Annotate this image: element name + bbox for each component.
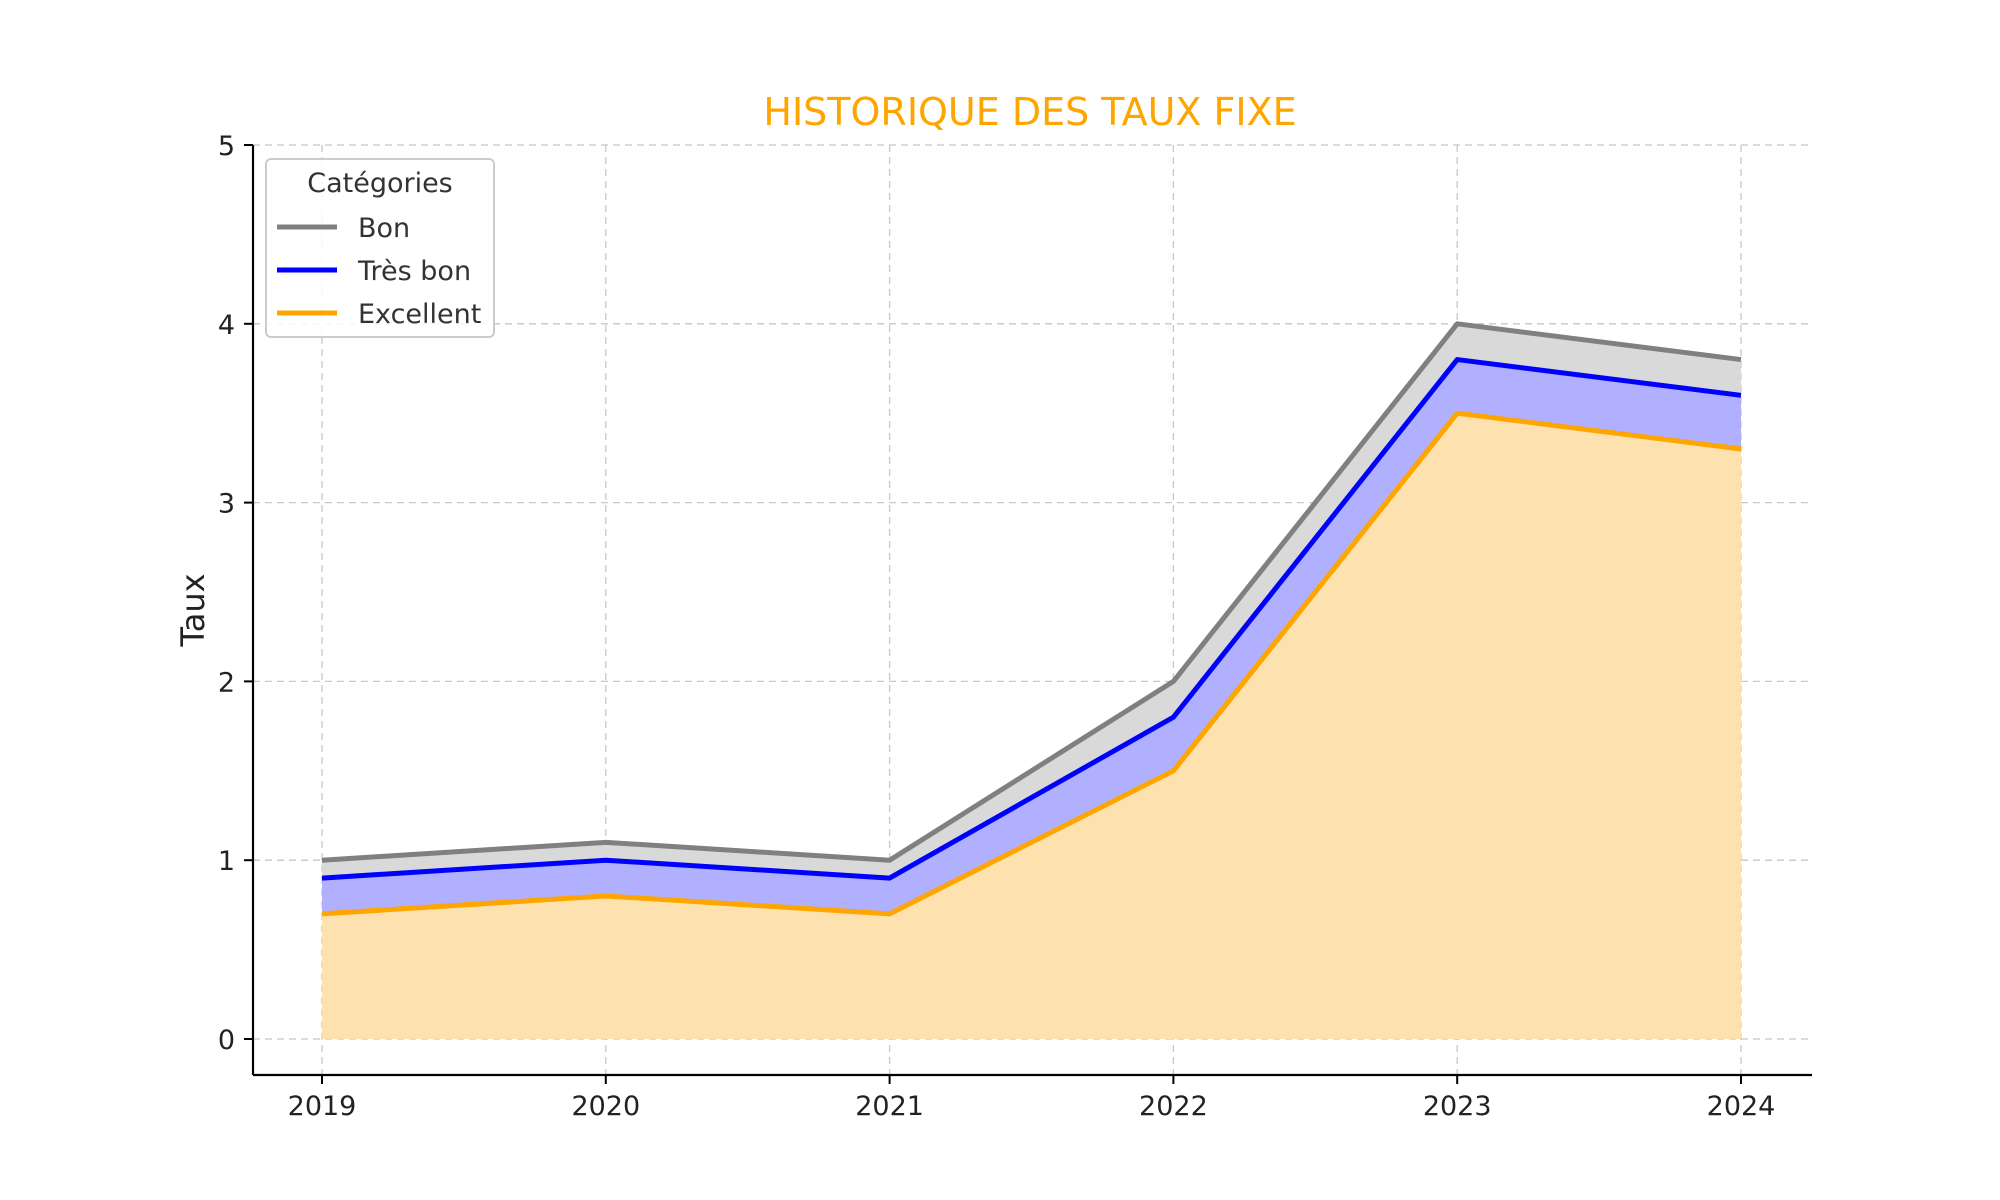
y-tick-label-5: 5: [218, 131, 235, 162]
line-bon: [321, 321, 1742, 863]
legend-label-très-bon: Très bon: [357, 256, 471, 287]
legend-box: [265, 158, 495, 338]
axes: 2019 2020 2021 2022 2023 2024 0 1 2 3 4 5: [218, 131, 1812, 1122]
series-areas: [322, 323, 1741, 1039]
legend: Catégories Bon Très bon Excellent: [265, 158, 495, 338]
y-tick-label-1: 1: [218, 846, 235, 877]
x-tick-label-2024: 2024: [1707, 1091, 1776, 1122]
y-tick-label-2: 2: [218, 667, 235, 698]
legend-label-bon: Bon: [358, 213, 410, 244]
legend-label-excellent: Excellent: [358, 299, 481, 330]
x-tick-label-2023: 2023: [1423, 1091, 1492, 1122]
legend-title: Catégories: [307, 168, 453, 199]
x-tick-label-2022: 2022: [1139, 1091, 1208, 1122]
area-très-bon: [322, 359, 1741, 914]
y-axis-label: Taux: [174, 573, 212, 647]
chart-title: HISTORIQUE DES TAUX FIXE: [763, 90, 1296, 134]
x-tick-label-2019: 2019: [288, 1091, 357, 1122]
series-lines: [321, 321, 1742, 917]
x-tick-label-2021: 2021: [855, 1091, 924, 1122]
x-tick-label-2020: 2020: [571, 1091, 640, 1122]
y-tick-label-3: 3: [218, 489, 235, 520]
y-tick-label-0: 0: [218, 1025, 235, 1056]
line-excellent: [321, 410, 1742, 917]
line-très-bon: [321, 357, 1742, 881]
y-tick-label-4: 4: [218, 310, 235, 341]
area-excellent: [322, 413, 1741, 1039]
